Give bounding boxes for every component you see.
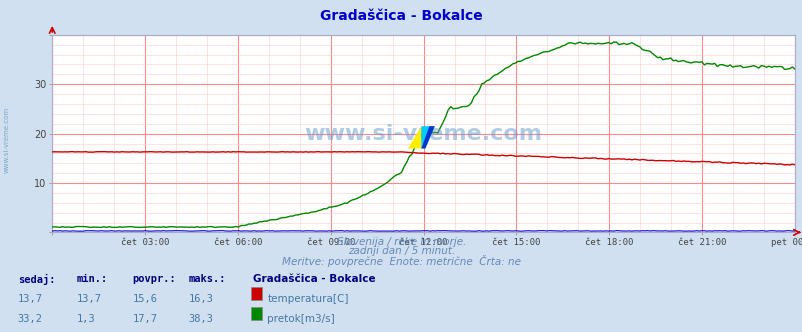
Text: www.si-vreme.com: www.si-vreme.com (304, 124, 542, 144)
Text: Meritve: povprečne  Enote: metrične  Črta: ne: Meritve: povprečne Enote: metrične Črta:… (282, 255, 520, 267)
Text: 16,3: 16,3 (188, 294, 213, 304)
Text: 33,2: 33,2 (18, 314, 43, 324)
Text: 13,7: 13,7 (76, 294, 101, 304)
Text: maks.:: maks.: (188, 274, 226, 284)
Text: povpr.:: povpr.: (132, 274, 176, 284)
Polygon shape (407, 126, 421, 148)
Text: zadnji dan / 5 minut.: zadnji dan / 5 minut. (347, 246, 455, 256)
Text: sedaj:: sedaj: (18, 274, 55, 285)
Text: 38,3: 38,3 (188, 314, 213, 324)
Text: temperatura[C]: temperatura[C] (267, 294, 348, 304)
Polygon shape (421, 126, 434, 148)
Text: 17,7: 17,7 (132, 314, 157, 324)
Text: 13,7: 13,7 (18, 294, 43, 304)
Text: Gradaščica - Bokalce: Gradaščica - Bokalce (253, 274, 375, 284)
Text: 1,3: 1,3 (76, 314, 95, 324)
Polygon shape (421, 126, 434, 148)
Text: min.:: min.: (76, 274, 107, 284)
Text: 15,6: 15,6 (132, 294, 157, 304)
Text: pretok[m3/s]: pretok[m3/s] (267, 314, 334, 324)
Text: Slovenija / reke in morje.: Slovenija / reke in morje. (336, 237, 466, 247)
Text: www.si-vreme.com: www.si-vreme.com (3, 106, 10, 173)
Text: Gradaščica - Bokalce: Gradaščica - Bokalce (320, 9, 482, 23)
